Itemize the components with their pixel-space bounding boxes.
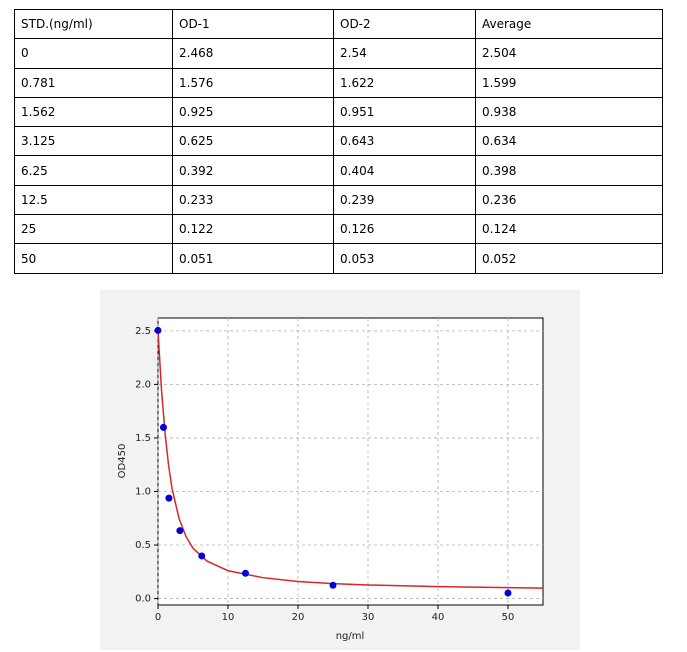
table-cell: 0.122 bbox=[172, 214, 334, 245]
x-tick-label: 30 bbox=[362, 612, 375, 623]
y-tick-label: 2.5 bbox=[135, 326, 151, 337]
table-cell: 1.599 bbox=[475, 67, 663, 98]
data-point bbox=[504, 589, 512, 597]
table-cell: STD.(ng/ml) bbox=[14, 8, 173, 40]
table-cell: 0.239 bbox=[333, 184, 476, 216]
table-row: 25 0.122 0.126 0.124 bbox=[14, 214, 663, 245]
table-cell: OD-2 bbox=[333, 8, 476, 40]
table-cell: 0.781 bbox=[14, 67, 173, 98]
data-point bbox=[242, 569, 249, 577]
table-cell: 50 bbox=[14, 243, 173, 274]
y-axis-label: OD450 bbox=[117, 444, 128, 479]
data-point bbox=[159, 423, 167, 431]
chart: ng/ml OD450 0 10 20 30 40 50 0.0 0.5 1.0 1.5 2.0 2.… bbox=[100, 290, 580, 650]
table-cell: 2.54 bbox=[333, 38, 476, 69]
table-header: STD.(ng/ml) OD-1 OD-2 Average bbox=[14, 8, 663, 40]
table-cell: 0.643 bbox=[333, 126, 476, 157]
data-point bbox=[165, 494, 173, 502]
table-cell: 6.25 bbox=[14, 155, 173, 186]
table-cell: 0.126 bbox=[333, 214, 476, 245]
data-point bbox=[329, 581, 337, 589]
y-tick-label: 0.5 bbox=[135, 540, 151, 551]
table-cell: 0.392 bbox=[172, 155, 334, 186]
fit-curve bbox=[157, 330, 544, 589]
table-cell: 0.051 bbox=[172, 243, 334, 274]
x-tick-label: 10 bbox=[222, 612, 235, 623]
table-cell: 0.634 bbox=[475, 126, 663, 157]
table-row: 12.5 0.233 0.239 0.236 bbox=[14, 184, 663, 216]
table-row: 3.125 0.625 0.643 0.634 bbox=[14, 126, 663, 157]
table-cell: 0.398 bbox=[475, 155, 663, 186]
table-cell: Average bbox=[475, 8, 663, 40]
table-cell: 12.5 bbox=[14, 184, 173, 216]
data-point bbox=[198, 552, 206, 560]
table-row: 50 0.051 0.053 0.052 bbox=[14, 243, 663, 274]
table-cell: 1.576 bbox=[172, 67, 334, 98]
x-tick-label: 0 bbox=[155, 612, 161, 623]
table-cell: 0.951 bbox=[333, 96, 476, 128]
table-cell: 2.468 bbox=[172, 38, 334, 69]
table-cell: 0.404 bbox=[333, 155, 476, 186]
x-tick-label: 40 bbox=[432, 612, 445, 623]
table-row: 1.562 0.925 0.951 0.938 bbox=[14, 96, 663, 128]
x-tick-label: 20 bbox=[292, 612, 305, 623]
y-tick-label: 1.0 bbox=[135, 486, 151, 497]
table-cell: 1.622 bbox=[333, 67, 476, 98]
table-cell: 0.052 bbox=[475, 243, 663, 274]
table-cell: 0.925 bbox=[172, 96, 334, 128]
table-cell: 2.504 bbox=[475, 38, 663, 69]
table-cell: 0 bbox=[14, 38, 173, 69]
data-point bbox=[154, 326, 162, 334]
table-row: 0 2.468 2.54 2.504 bbox=[14, 38, 663, 69]
table-cell: 3.125 bbox=[14, 126, 173, 157]
table-cell: 0.236 bbox=[475, 184, 663, 216]
data-point bbox=[176, 527, 184, 535]
table-cell: 1.562 bbox=[14, 96, 173, 128]
y-tick-label: 0.0 bbox=[135, 594, 151, 605]
table-row: 6.25 0.392 0.404 0.398 bbox=[14, 155, 663, 186]
table-cell: 0.233 bbox=[172, 184, 334, 216]
table-cell: OD-1 bbox=[172, 8, 334, 40]
table-cell: 0.938 bbox=[475, 96, 663, 128]
table-cell: 0.124 bbox=[475, 214, 663, 245]
y-tick-label: 2.0 bbox=[135, 379, 151, 390]
table-cell: 0.053 bbox=[333, 243, 476, 274]
x-tick-label: 50 bbox=[502, 612, 515, 623]
plot-area bbox=[157, 317, 544, 606]
table-cell: 0.625 bbox=[172, 126, 334, 157]
y-tick-label: 1.5 bbox=[135, 433, 151, 444]
data-table: STD.(ng/ml) OD-1 OD-2 Average 0 2.468 2.54 2.50… bbox=[14, 8, 663, 274]
table-cell: 25 bbox=[14, 214, 173, 245]
x-axis-label: ng/ml bbox=[336, 631, 365, 642]
table-row: 0.781 1.576 1.622 1.599 bbox=[14, 67, 663, 98]
